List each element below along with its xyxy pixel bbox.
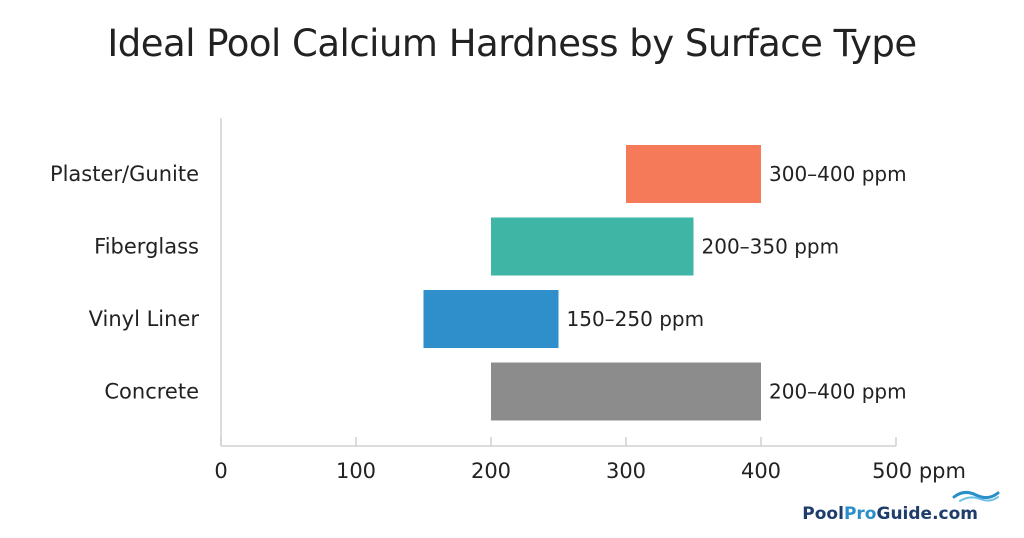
x-tick-label: 100 [336,459,376,483]
wave-icon [952,490,1000,502]
brand-part2: Pro [843,504,877,524]
brand-logo: PoolProGuide.com [802,504,978,524]
category-label-concrete: Concrete [104,380,199,404]
brand-part1: Pool [802,504,844,524]
bar-concrete [491,362,761,421]
data-label-vinyl-liner: 150–250 ppm [567,307,705,331]
x-tick-label: 0 [214,459,227,483]
data-label-fiberglass: 200–350 ppm [702,235,840,259]
category-label-vinyl-liner: Vinyl Liner [89,307,200,331]
bar-fiberglass [491,217,694,276]
x-tick-label: 200 [471,459,511,483]
ticks-group: 0 100 200 300 400 500 ppm [214,437,966,483]
bar-vinyl-liner [423,290,559,348]
x-tick-label: 400 [741,459,781,483]
bars-group: Plaster/Gunite 300–400 ppm Fiberglass 200–3… [50,145,907,421]
category-label-fiberglass: Fiberglass [94,235,199,259]
chart-title: Ideal Pool Calcium Hardness by Surface T… [107,22,917,65]
data-label-plaster-gunite: 300–400 ppm [769,162,907,186]
category-label-plaster-gunite: Plaster/Gunite [50,162,199,186]
data-label-concrete: 200–400 ppm [769,380,907,404]
bar-plaster-gunite [626,145,761,203]
x-tick-label: 500 ppm [872,459,966,483]
brand-part3: Guide.com [876,504,978,524]
x-tick-label: 300 [606,459,646,483]
